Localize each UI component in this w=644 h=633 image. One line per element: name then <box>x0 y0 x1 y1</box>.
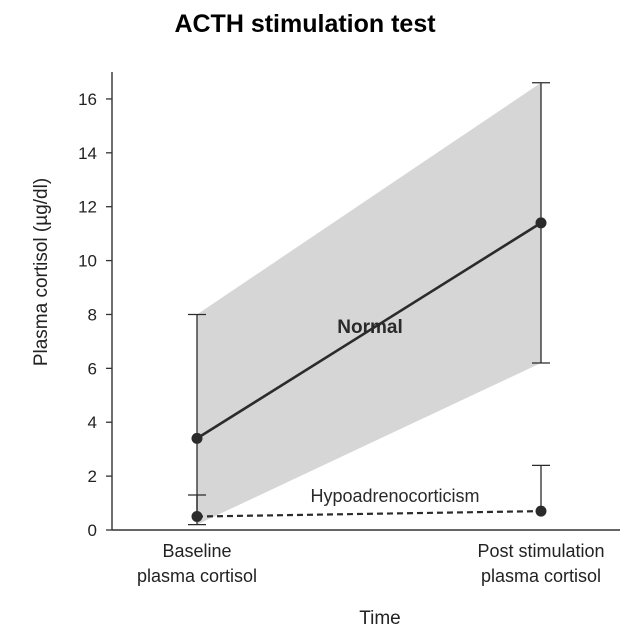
y-ticks: 0 2 4 6 8 10 12 14 16 <box>78 90 112 540</box>
y-tick-label: 0 <box>88 521 97 540</box>
chart-title: ACTH stimulation test <box>174 10 436 38</box>
data-point <box>191 511 203 523</box>
series-line <box>196 221 542 440</box>
x-category-label: Baseline plasma cortisol <box>137 541 257 586</box>
data-point <box>535 505 547 517</box>
y-tick-label: 6 <box>88 359 97 378</box>
data-point <box>535 217 547 229</box>
y-tick-label: 12 <box>78 198 97 217</box>
normal-range-band-layer <box>197 82 541 525</box>
series-labels: Normal Hypoadrenocorticism <box>310 317 479 506</box>
axes-layer <box>111 72 620 531</box>
series-label: Normal <box>337 317 402 338</box>
series-layer <box>188 82 550 526</box>
y-tick-label: 16 <box>78 90 97 109</box>
series-label: Hypoadrenocorticism <box>310 486 479 506</box>
x-axis-label: Time <box>359 608 401 629</box>
y-tick-label: 4 <box>88 413 97 432</box>
y-tick-label: 2 <box>88 467 97 486</box>
y-axis-label: Plasma cortisol (µg/dl) <box>31 178 52 366</box>
data-point <box>191 432 203 444</box>
series-line <box>196 510 542 518</box>
y-tick-label: 10 <box>78 252 97 271</box>
y-tick-label: 14 <box>78 144 97 163</box>
x-categories: Baseline plasma cortisol Post stimulation p… <box>137 541 605 586</box>
normal-range-band <box>197 82 541 525</box>
y-tick-label: 8 <box>88 305 97 324</box>
x-category-label: Post stimulation plasma cortisol <box>477 541 604 586</box>
